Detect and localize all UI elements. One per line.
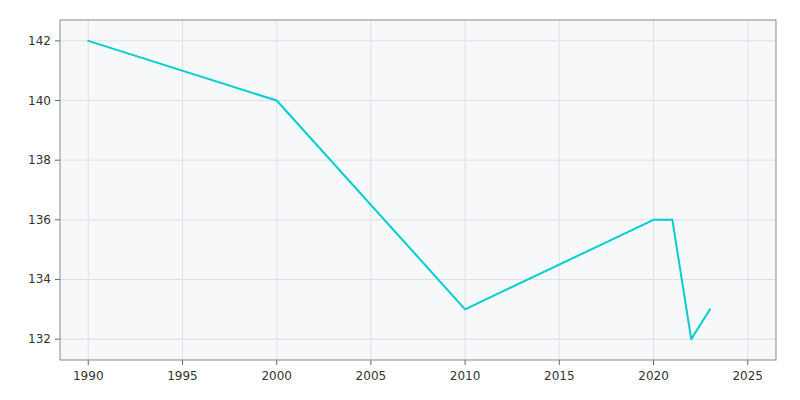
grid-line-x: [370, 20, 371, 360]
tick-label-x: 2020: [638, 369, 669, 383]
tick-label-x: 2005: [356, 369, 387, 383]
grid: [60, 20, 776, 360]
grid-line-x: [747, 20, 748, 360]
chart: 1990 1995 2000 2005 2010 2015 2020 2025 132 134 13…: [0, 0, 800, 400]
tick-x: [88, 360, 89, 365]
grid-line-y: [60, 160, 776, 161]
data-line: [88, 41, 710, 339]
tick-x: [182, 360, 183, 365]
tick-y: [55, 279, 60, 280]
tick-x: [559, 360, 560, 365]
tick-y: [55, 40, 60, 41]
tick-x: [465, 360, 466, 365]
grid-line-x: [88, 20, 89, 360]
grid-line-x: [653, 20, 654, 360]
grid-line-x: [276, 20, 277, 360]
tick-label-x: 2000: [261, 369, 292, 383]
tick-label-y: 136: [28, 213, 51, 227]
tick-label-y: 134: [28, 272, 51, 286]
tick-y: [55, 100, 60, 101]
tick-x: [747, 360, 748, 365]
tick-label-x: 1990: [73, 369, 104, 383]
plot-area: [60, 20, 776, 360]
tick-y: [55, 339, 60, 340]
tick-y: [55, 219, 60, 220]
tick-label-y: 138: [28, 153, 51, 167]
grid-line-x: [559, 20, 560, 360]
tick-label-y: 142: [28, 34, 51, 48]
tick-x: [370, 360, 371, 365]
grid-line-y: [60, 40, 776, 41]
tick-label-x: 2015: [544, 369, 575, 383]
tick-label-y: 140: [28, 94, 51, 108]
grid-line-y: [60, 100, 776, 101]
tick-y: [55, 160, 60, 161]
tick-label-y: 132: [28, 332, 51, 346]
grid-line-y: [60, 279, 776, 280]
data: [88, 41, 710, 339]
tick-x: [276, 360, 277, 365]
grid-line-y: [60, 339, 776, 340]
axes: 1990 1995 2000 2005 2010 2015 2020 2025 132 134 13…: [28, 20, 776, 383]
tick-x: [653, 360, 654, 365]
tick-label-x: 2025: [732, 369, 763, 383]
tick-label-x: 1995: [167, 369, 198, 383]
tick-label-x: 2010: [450, 369, 481, 383]
plot-frame: [60, 20, 776, 360]
